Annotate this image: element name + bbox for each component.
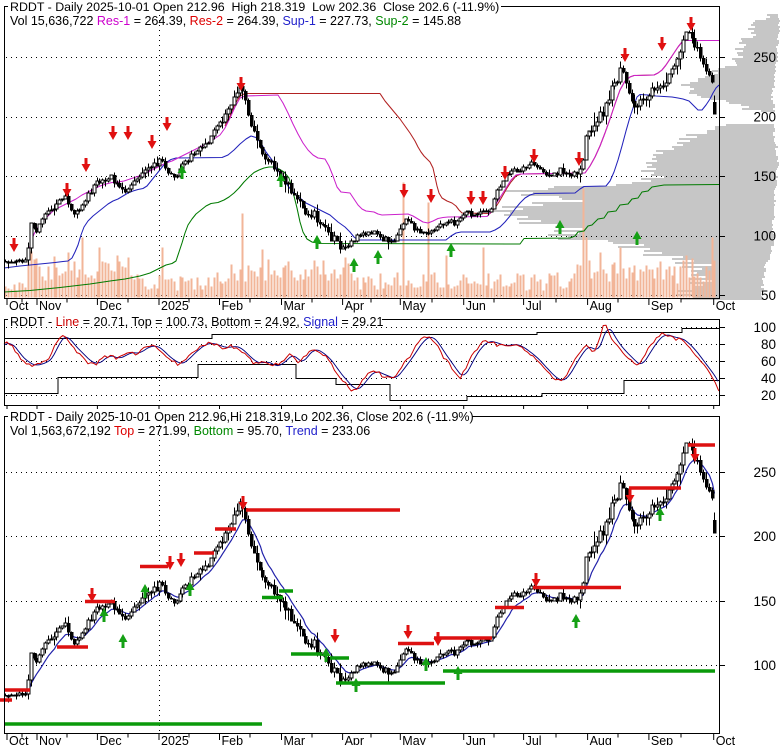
svg-text:200: 200 xyxy=(753,110,776,125)
svg-text:Feb: Feb xyxy=(222,734,244,745)
svg-text:Apr: Apr xyxy=(345,299,364,313)
svg-text:RDDT - Line = 20.71, Top = 100: RDDT - Line = 20.71, Top = 100.73, Botto… xyxy=(10,315,383,329)
svg-text:80: 80 xyxy=(761,337,776,352)
svg-text:Oct: Oct xyxy=(9,734,29,745)
svg-text:Oct: Oct xyxy=(716,299,736,313)
svg-text:Oct: Oct xyxy=(9,299,29,313)
svg-text:Jul: Jul xyxy=(526,299,542,313)
svg-text:Jul: Jul xyxy=(526,734,542,745)
svg-text:Apr: Apr xyxy=(345,734,364,745)
svg-text:RDDT - Daily 2025-10-01 Open 2: RDDT - Daily 2025-10-01 Open 212.96,Hi 2… xyxy=(10,410,474,424)
svg-text:RDDT - Daily 2025-10-01 Open 2: RDDT - Daily 2025-10-01 Open 212.96 High… xyxy=(10,0,499,14)
svg-text:150: 150 xyxy=(753,169,776,184)
svg-text:Oct: Oct xyxy=(716,734,736,745)
svg-text:50: 50 xyxy=(761,288,776,303)
svg-text:Sep: Sep xyxy=(651,734,673,745)
svg-text:Dec: Dec xyxy=(99,299,121,313)
svg-text:Aug: Aug xyxy=(590,734,612,745)
svg-text:250: 250 xyxy=(753,465,776,480)
svg-text:Jun: Jun xyxy=(466,299,486,313)
svg-text:100: 100 xyxy=(753,658,776,673)
svg-text:100: 100 xyxy=(753,229,776,244)
svg-text:Feb: Feb xyxy=(222,299,244,313)
svg-text:Mar: Mar xyxy=(284,734,306,745)
svg-text:150: 150 xyxy=(753,594,776,609)
svg-text:May: May xyxy=(402,299,426,313)
svg-text:100: 100 xyxy=(753,320,776,335)
svg-text:Jun: Jun xyxy=(466,734,486,745)
svg-text:Nov: Nov xyxy=(39,734,62,745)
svg-text:200: 200 xyxy=(753,529,776,544)
svg-text:Dec: Dec xyxy=(99,734,121,745)
svg-text:Aug: Aug xyxy=(590,299,612,313)
svg-text:Mar: Mar xyxy=(284,299,306,313)
svg-text:2025: 2025 xyxy=(161,734,189,745)
svg-text:Nov: Nov xyxy=(39,299,62,313)
svg-text:40: 40 xyxy=(761,371,776,386)
svg-text:Vol 15,636,722 Res-1 = 264.39,: Vol 15,636,722 Res-1 = 264.39, Res-2 = 2… xyxy=(10,14,461,28)
svg-text:Vol 1,563,672,192 Top = 271.99: Vol 1,563,672,192 Top = 271.99, Bottom =… xyxy=(10,424,370,438)
svg-text:May: May xyxy=(402,734,426,745)
svg-text:20: 20 xyxy=(761,388,776,403)
svg-text:Sep: Sep xyxy=(651,299,673,313)
svg-text:60: 60 xyxy=(761,354,776,369)
svg-text:2025: 2025 xyxy=(161,299,189,313)
svg-text:250: 250 xyxy=(753,50,776,65)
